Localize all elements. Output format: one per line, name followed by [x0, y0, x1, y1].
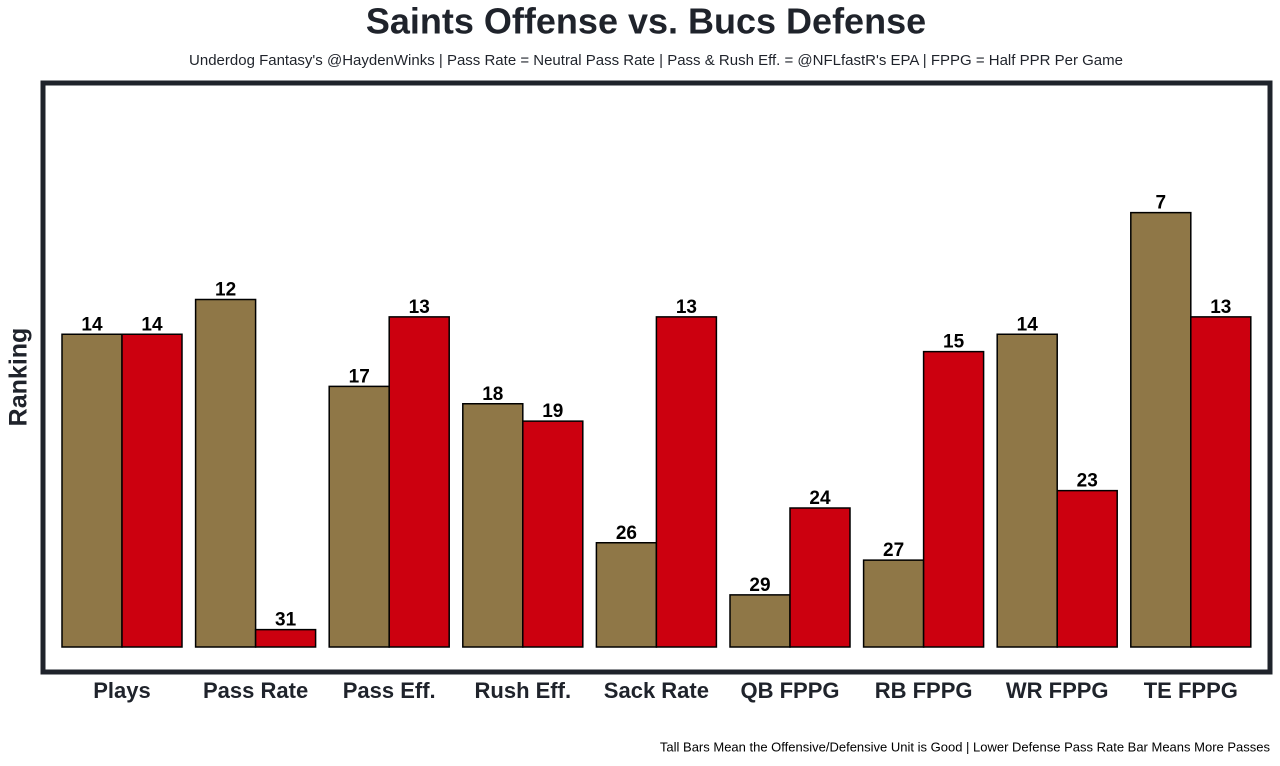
footnote: Tall Bars Mean the Offensive/Defensive U…	[660, 739, 1271, 754]
x-tick-label: RB FPPG	[875, 678, 973, 703]
value-label: 29	[749, 575, 770, 596]
bar	[121, 333, 183, 648]
bar	[61, 333, 123, 648]
value-label: 26	[616, 523, 637, 544]
bar	[729, 594, 791, 648]
bar	[328, 385, 390, 648]
bar	[194, 298, 257, 648]
value-label: 12	[215, 280, 236, 301]
bar	[462, 403, 524, 648]
bar	[862, 559, 925, 648]
bar	[922, 350, 985, 648]
x-tick-label: Sack Rate	[604, 678, 709, 703]
value-label: 24	[809, 488, 831, 509]
bar	[996, 333, 1058, 648]
value-label: 14	[81, 314, 103, 335]
x-tick-label: Plays	[93, 678, 151, 703]
bar	[1130, 211, 1192, 648]
bar	[1056, 489, 1118, 648]
bar	[1190, 316, 1252, 648]
value-label: 14	[141, 314, 163, 335]
bar	[522, 420, 584, 648]
x-tick-label: Rush Eff.	[475, 678, 572, 703]
value-label: 13	[409, 297, 430, 318]
y-axis-label: Ranking	[5, 328, 33, 427]
bar	[388, 316, 450, 648]
value-label: 27	[883, 540, 904, 561]
value-label: 18	[482, 384, 503, 405]
chart-subtitle: Underdog Fantasy's @HaydenWinks | Pass R…	[189, 52, 1123, 69]
bar	[655, 316, 718, 648]
x-tick-label: QB FPPG	[740, 678, 839, 703]
value-label: 14	[1017, 314, 1039, 335]
chart-title: Saints Offense vs. Bucs Defense	[366, 1, 926, 42]
value-label: 15	[943, 332, 965, 353]
bar	[789, 507, 851, 648]
plot-frame	[40, 80, 1273, 675]
value-label: 13	[676, 297, 697, 318]
value-label: 23	[1077, 471, 1098, 492]
x-tick-label: TE FPPG	[1144, 678, 1238, 703]
value-label: 7	[1156, 193, 1167, 214]
value-label: 19	[542, 401, 563, 422]
bar	[254, 628, 317, 648]
value-label: 31	[275, 610, 297, 631]
x-tick-label: Pass Rate	[203, 678, 308, 703]
bar	[595, 542, 658, 648]
x-tick-label: Pass Eff.	[343, 678, 436, 703]
value-label: 13	[1210, 297, 1231, 318]
x-tick-label: WR FPPG	[1006, 678, 1109, 703]
value-label: 17	[349, 366, 370, 387]
